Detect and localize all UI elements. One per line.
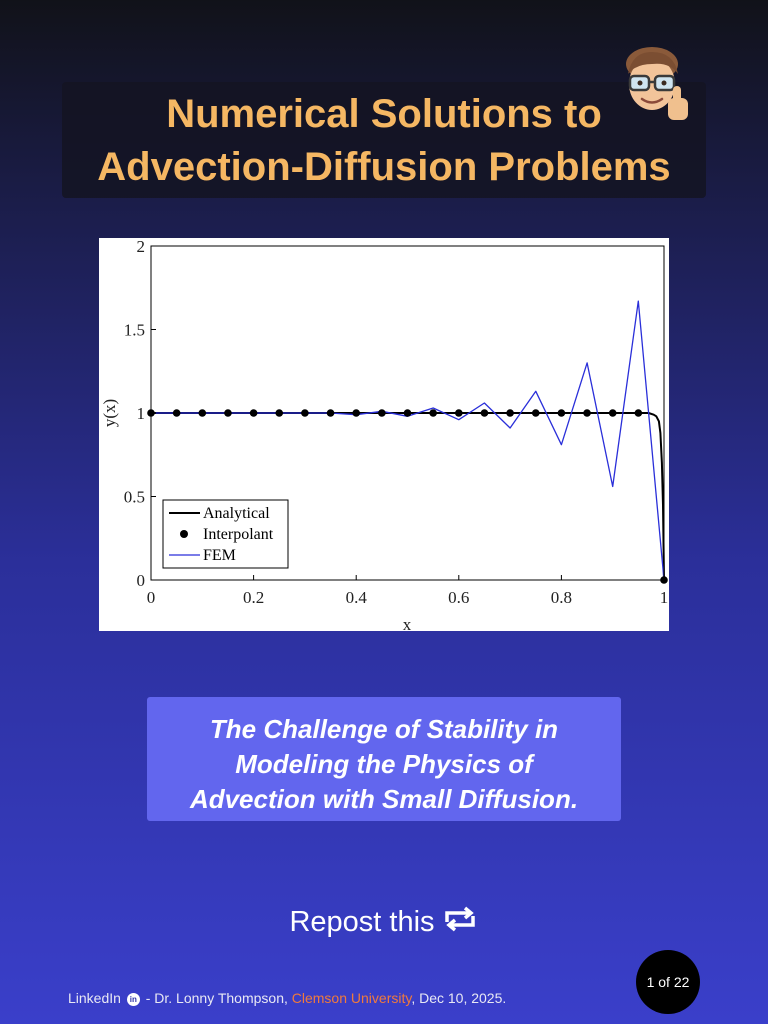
interpolant-point [352, 409, 360, 417]
interpolant-point [275, 409, 284, 417]
interpolant-point [403, 409, 412, 417]
y-tick-label: 0.5 [124, 488, 145, 507]
x-tick-label: 0 [147, 588, 156, 607]
footer-organization: Clemson University [291, 990, 412, 1006]
interpolant-point [583, 409, 591, 417]
x-axis-label: x [403, 615, 412, 631]
footer: LinkedIn in - Dr. Lonny Thompson, Clemso… [68, 988, 506, 1008]
page-indicator: 1 of 22 [636, 950, 700, 1014]
interpolant-point [249, 409, 258, 417]
chart: 0 0.2 0.4 0.6 0.8 1 0 0.5 1 1.5 2 x y(x) Analytica… [99, 238, 669, 631]
subtitle-panel [147, 697, 621, 821]
subtitle-line-3: Advection with Small Diffusion. [189, 784, 579, 814]
y-axis-label: y(x) [100, 399, 119, 427]
x-tick-label: 0.4 [346, 588, 368, 607]
legend: Analytical Interpolant FEM [162, 499, 289, 569]
interpolant-point [429, 409, 437, 417]
title-panel [62, 82, 706, 198]
x-tick-label: 1 [660, 588, 669, 607]
x-tick-label: 0.2 [243, 588, 264, 607]
legend-swatch-interpolant [180, 530, 188, 538]
repost-label: Repost this [289, 906, 435, 938]
interpolant-point [531, 409, 540, 417]
legend-label-interpolant: Interpolant [203, 526, 274, 543]
linkedin-icon: in [126, 993, 140, 1006]
chart-svg: 0 0.2 0.4 0.6 0.8 1 0 0.5 1 1.5 2 x y(x) Analytica… [100, 238, 669, 631]
y-tick-label: 2 [137, 238, 146, 256]
page-title: Numerical Solutions to Advection-Diffusi… [62, 88, 706, 194]
page-indicator-label: 1 of 22 [646, 974, 690, 990]
interpolant-point [455, 409, 463, 417]
x-tick-label: 0.6 [448, 588, 469, 607]
interpolant-point [608, 409, 617, 417]
interpolant-point [378, 409, 386, 417]
interpolant-point [634, 409, 643, 417]
x-tick-label: 0.8 [551, 588, 572, 607]
footer-platform: LinkedIn [68, 990, 121, 1006]
interpolant-point [172, 409, 181, 417]
interpolant-point [480, 409, 489, 417]
footer-author: - Dr. Lonny Thompson, [141, 990, 292, 1006]
footer-date: , Dec 10, 2025. [411, 990, 507, 1006]
subtitle-line-2: Modeling the Physics of [235, 749, 533, 779]
legend-label-fem: FEM [203, 547, 236, 564]
legend-label-analytical: Analytical [203, 505, 270, 522]
interpolant-point [506, 409, 514, 417]
y-tick-label: 1 [137, 404, 146, 423]
subtitle: The Challenge of Stability in Modeling t… [147, 712, 621, 817]
interpolant-point [301, 409, 309, 417]
interpolant-point [198, 409, 207, 417]
avatar [626, 47, 688, 120]
repost-button[interactable]: Repost this [0, 902, 768, 943]
interpolant-point [557, 409, 566, 417]
repost-icon [441, 903, 479, 943]
interpolant-point [326, 409, 335, 417]
title-line-2: Advection-Diffusion Problems [97, 145, 671, 189]
subtitle-line-1: The Challenge of Stability in [209, 714, 559, 744]
y-tick-label: 0 [137, 571, 146, 590]
y-tick-label: 1.5 [124, 321, 145, 340]
title-line-1: Numerical Solutions to [166, 92, 602, 136]
interpolant-point [224, 409, 232, 417]
